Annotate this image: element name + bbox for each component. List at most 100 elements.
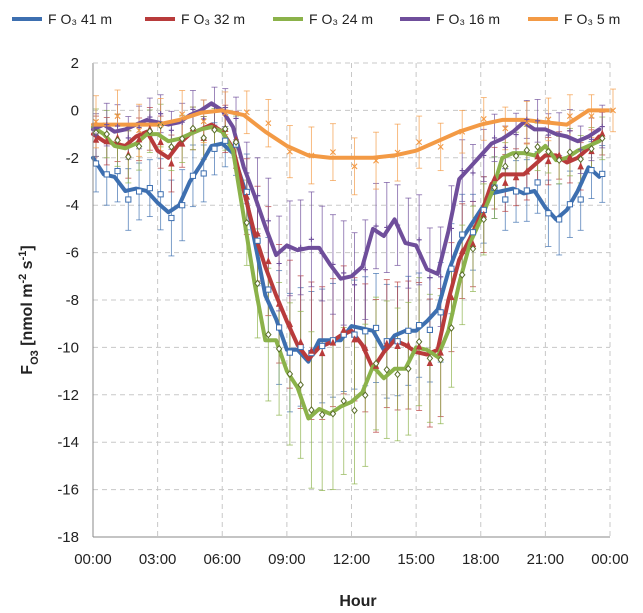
data-point-triangle [329,338,337,346]
series-line [91,108,612,160]
data-point-plus [265,218,271,224]
data-point-x [416,139,423,146]
y-axis-title-exp2: -1 [17,251,29,261]
data-point-triangle [415,342,423,350]
series-line [91,101,602,281]
y-axis-title-sub: O3 [29,350,41,365]
data-point-x [437,143,444,150]
data-point-square [512,188,520,195]
data-point-plus [578,147,584,153]
data-point-plus [545,132,551,138]
data-point-plus [254,193,261,199]
data-point-diamond [523,146,531,155]
data-point-x [566,113,573,120]
data-point-diamond [394,370,401,379]
x-tick-label: 06:00 [203,551,241,568]
data-point-x [545,116,552,123]
data-point-plus [459,167,465,174]
data-point-plus [341,270,347,276]
data-point-diamond [437,355,444,364]
data-point-x [243,109,250,116]
data-point-triangle [448,293,455,301]
data-point-diamond [545,147,552,156]
data-point-plus [556,131,562,137]
data-point-plus [470,170,476,176]
data-point-x [588,113,595,120]
data-point-square [125,196,132,203]
x-tick-label: 09:00 [268,551,306,568]
data-point-triangle [178,139,186,147]
data-point-diamond [534,143,541,151]
data-point-x [308,152,315,159]
data-point-x [222,110,229,117]
y-tick-label: -2 [66,150,79,167]
data-point-triangle [566,152,574,160]
data-point-x [610,107,616,114]
y-axis-title-exp1: -2 [17,274,29,284]
data-point-diamond [555,156,563,165]
y-tick-label: -6 [66,245,79,262]
x-tick-label: 00:00 [591,551,629,568]
data-point-square [200,170,207,177]
data-point-triangle [243,192,251,200]
data-point-plus [319,250,325,257]
data-point-diamond [232,138,240,147]
data-point-square [276,324,283,331]
data-point-triangle [437,348,444,356]
data-point-diamond [221,125,229,133]
data-point-triangle [545,157,552,165]
data-point-square [135,188,143,195]
axes: 2 0 -2 -4 -6 -8 -10 -12 -14 -16 -18 00:00 03:00 06:00… [57,55,628,568]
data-point-diamond [426,354,434,363]
data-point-square [103,171,110,178]
data-point-plus [427,275,433,281]
data-point-diamond [491,183,498,192]
data-point-plus [125,135,131,141]
data-point-diamond [329,409,337,418]
data-point-triangle [534,152,541,160]
data-point-diamond [243,218,251,227]
data-point-square [523,187,530,194]
data-point-diamond [265,330,272,339]
data-point-triangle [577,162,584,170]
data-point-square [588,167,595,174]
data-point-triangle [265,257,272,265]
data-point-x [459,128,466,135]
data-point-square [556,216,563,223]
data-point-square [545,210,552,217]
data-point-plus [190,106,196,113]
data-point-square [146,185,153,192]
data-point-plus [524,116,530,123]
x-tick-label: 03:00 [139,551,177,568]
data-point-square [405,327,412,334]
data-point-plus [416,237,422,243]
data-point-diamond [448,324,455,332]
y-tick-label: -10 [57,339,79,356]
data-point-plus [222,104,228,111]
data-point-plus [168,127,174,133]
data-point-square [179,202,186,209]
data-point-square [265,286,272,293]
y-tick-label: 2 [71,55,79,72]
data-point-plus [373,223,379,229]
data-point-x [286,148,293,155]
x-tick-label: 21:00 [527,551,565,568]
data-point-triangle [458,247,466,255]
data-point-plus [502,144,508,150]
data-point-triangle [491,174,498,182]
legend-label: F O₃ 24 m [309,11,373,27]
grid [93,62,610,538]
data-point-plus [147,114,153,120]
data-point-triangle [394,341,401,349]
data-point-x [179,111,186,118]
data-point-diamond [502,162,509,171]
data-point-diamond [351,406,358,415]
data-point-plus [158,111,164,117]
data-point-x [351,163,358,170]
y-tick-label: -18 [57,529,79,546]
y-axis-title-units-b: s [19,260,36,273]
data-point-plus [481,152,487,159]
data-point-square [362,328,369,335]
data-point-diamond [114,136,121,145]
data-point-diamond [458,270,466,279]
